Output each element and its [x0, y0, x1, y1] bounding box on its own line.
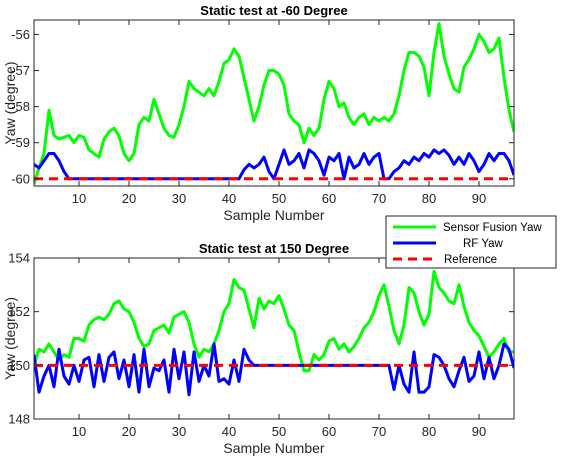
plot1-ytick-label: -57 — [11, 63, 30, 78]
plot2-xtick-label: 30 — [172, 424, 186, 439]
plot1-series-group — [34, 22, 514, 185]
plot1-xtick-label: 60 — [322, 191, 336, 206]
plot1-ytick-label: -60 — [11, 171, 30, 186]
plot2-ytick-label: 150 — [8, 358, 30, 373]
legend-label-rf-yaw: RF Yaw — [463, 238, 504, 250]
legend: Sensor Fusion Yaw RF Yaw Reference — [385, 215, 557, 269]
plot2-axes-box — [33, 257, 515, 420]
plot2-ylabel: Yaw (degree) — [2, 297, 18, 380]
plot2-ytick-label: 152 — [8, 304, 30, 319]
plot2-xlabel: Sample Number — [223, 440, 324, 456]
top-plot: 10 20 30 40 50 60 70 80 90 -60 -59 -58 -57 -56 Static … — [2, 3, 515, 223]
plot2-xtick-label: 70 — [372, 424, 386, 439]
plot1-series-sensor-fusion-yaw — [34, 22, 514, 185]
plot1-ylabel: Yaw (degree) — [2, 61, 18, 144]
plot2-xtick-label: 80 — [422, 424, 436, 439]
plot1-xtick-label: 10 — [72, 191, 86, 206]
plot2-title: Static test at 150 Degree — [199, 241, 349, 256]
plot2-xtick-label: 40 — [222, 424, 236, 439]
plot1-xtick-label: 40 — [222, 191, 236, 206]
plot2-ytick-label: 148 — [8, 412, 30, 427]
plot2-xtick-label: 90 — [472, 424, 486, 439]
plot1-xtick-label: 80 — [422, 191, 436, 206]
plot2-area — [34, 258, 514, 419]
plot2-xtick-label: 50 — [272, 424, 286, 439]
legend-label-reference: Reference — [444, 254, 497, 266]
plot2-series-group — [34, 269, 514, 397]
plot1-xtick-label: 20 — [122, 191, 136, 206]
plot1-xtick-label: 30 — [172, 191, 186, 206]
plot2-xtick-label: 10 — [72, 424, 86, 439]
plot1-ytick-label: -58 — [11, 99, 30, 114]
plot1-xtick-label: 50 — [272, 191, 286, 206]
plot2-xtick-label: 20 — [122, 424, 136, 439]
plot1-axes-box — [33, 19, 515, 187]
plot1-xtick-label: 70 — [372, 191, 386, 206]
plot1-ytick-label: -56 — [11, 27, 30, 42]
plot1-ytick-label: -59 — [11, 135, 30, 150]
plot1-xlabel: Sample Number — [223, 207, 324, 223]
plot2-xtick-label: 60 — [322, 424, 336, 439]
plot1-xtick-label: 90 — [472, 191, 486, 206]
plot1-title: Static test at -60 Degree — [200, 3, 347, 18]
plot2-ytick-label: 154 — [8, 251, 30, 266]
bottom-plot: 10 20 30 40 50 60 70 80 90 148 150 152 154 Static tes… — [2, 241, 515, 456]
plot2-series-sensor-fusion-yaw — [34, 269, 514, 373]
legend-label-sensor-fusion-yaw: Sensor Fusion Yaw — [443, 222, 542, 234]
